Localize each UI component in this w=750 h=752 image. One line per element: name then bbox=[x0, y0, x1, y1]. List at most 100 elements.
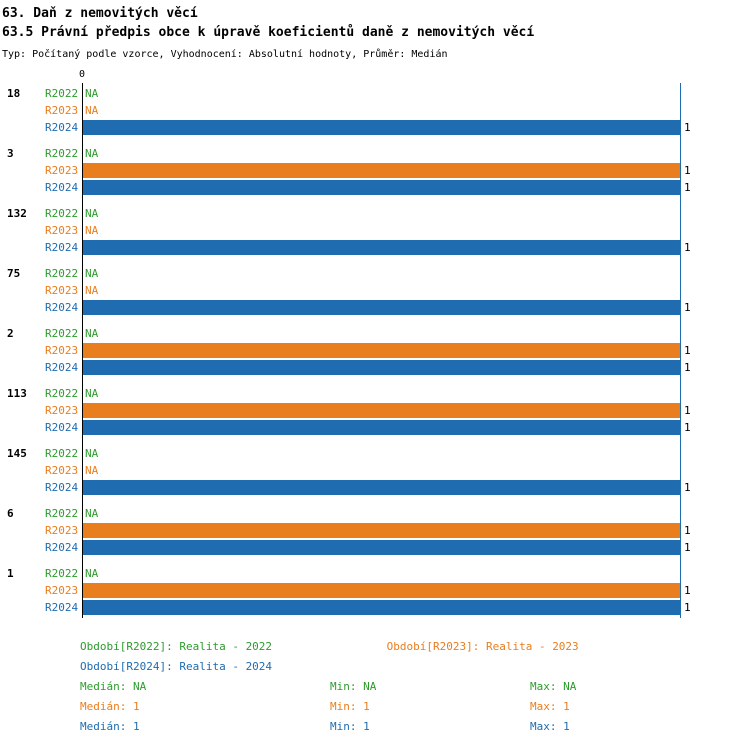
bar bbox=[82, 540, 680, 555]
legend: Období[R2022]: Realita - 2022 Období[R20… bbox=[80, 637, 750, 737]
na-value: NA bbox=[85, 87, 99, 100]
stat-max-r2022: Max: NA bbox=[530, 680, 577, 693]
bar bbox=[82, 420, 680, 435]
legend-row: Období[R2022]: Realita - 2022 Období[R20… bbox=[80, 637, 750, 657]
page-subtitle: 63.5 Právní předpis obce k úpravě koefic… bbox=[2, 25, 535, 40]
bar-row: R2024 1 bbox=[45, 539, 750, 556]
series-label: R2024 bbox=[45, 541, 79, 554]
series-label: R2023 bbox=[45, 104, 79, 117]
bar bbox=[82, 583, 680, 598]
series-label: R2023 bbox=[45, 344, 79, 357]
series-label: R2023 bbox=[45, 464, 79, 477]
series-label: R2023 bbox=[45, 164, 79, 177]
bar bbox=[82, 163, 680, 178]
bar-row: R2022 NA bbox=[45, 85, 750, 102]
stat-min-r2023: Min: 1 bbox=[330, 700, 370, 713]
max-gridline bbox=[680, 83, 681, 618]
bar-row: R2023 1 bbox=[45, 342, 750, 359]
bar-row: R2023 NA bbox=[45, 462, 750, 479]
bar bbox=[82, 523, 680, 538]
na-value: NA bbox=[85, 267, 99, 280]
bar-row: R2022 NA bbox=[45, 145, 750, 162]
bar-value: 1 bbox=[684, 404, 691, 417]
bar-row: R2023 1 bbox=[45, 522, 750, 539]
bar-row: R2024 1 bbox=[45, 359, 750, 376]
bar-row: R2024 1 bbox=[45, 419, 750, 436]
group-label: 3 bbox=[7, 147, 14, 160]
series-label: R2024 bbox=[45, 481, 79, 494]
series-label: R2024 bbox=[45, 301, 79, 314]
bar-group: 6 R2022 NA R2023 1 R2024 1 bbox=[0, 505, 750, 556]
bar-row: R2023 NA bbox=[45, 102, 750, 119]
bar-row: R2022 NA bbox=[45, 385, 750, 402]
stat-median-r2023: Medián: 1 bbox=[80, 700, 140, 713]
bar-row: R2023 1 bbox=[45, 582, 750, 599]
series-label: R2022 bbox=[45, 87, 79, 100]
bar-value: 1 bbox=[684, 601, 691, 614]
na-value: NA bbox=[85, 327, 99, 340]
bar-row: R2022 NA bbox=[45, 445, 750, 462]
bar-value: 1 bbox=[684, 584, 691, 597]
bar-value: 1 bbox=[684, 241, 691, 254]
bar-value: 1 bbox=[684, 301, 691, 314]
legend-item-r2023: Období[R2023]: Realita - 2023 bbox=[386, 640, 579, 653]
stats-row-r2023: Medián: 1 Min: 1 Max: 1 bbox=[80, 697, 750, 717]
series-label: R2023 bbox=[45, 284, 79, 297]
na-value: NA bbox=[85, 464, 99, 477]
bar-group: 75 R2022 NA R2023 NA R2024 1 bbox=[0, 265, 750, 316]
bar-row: R2023 1 bbox=[45, 162, 750, 179]
bar-value: 1 bbox=[684, 164, 691, 177]
bar-row: R2022 NA bbox=[45, 265, 750, 282]
na-value: NA bbox=[85, 507, 99, 520]
series-label: R2022 bbox=[45, 207, 79, 220]
na-value: NA bbox=[85, 447, 99, 460]
na-value: NA bbox=[85, 284, 99, 297]
group-label: 113 bbox=[7, 387, 27, 400]
na-value: NA bbox=[85, 387, 99, 400]
bar-row: R2024 1 bbox=[45, 179, 750, 196]
group-label: 132 bbox=[7, 207, 27, 220]
bar-row: R2023 1 bbox=[45, 402, 750, 419]
group-label: 18 bbox=[7, 87, 21, 100]
bar-row: R2022 NA bbox=[45, 505, 750, 522]
bar-row: R2024 1 bbox=[45, 239, 750, 256]
na-value: NA bbox=[85, 207, 99, 220]
chart-header: 63. Daň z nemovitých věcí 63.5 Právní př… bbox=[0, 0, 750, 60]
na-value: NA bbox=[85, 104, 99, 117]
page-title: 63. Daň z nemovitých věcí bbox=[2, 6, 198, 21]
bar bbox=[82, 343, 680, 358]
bar-row: R2024 1 bbox=[45, 479, 750, 496]
stat-median-r2024: Medián: 1 bbox=[80, 720, 140, 733]
bar bbox=[82, 360, 680, 375]
legend-row: Období[R2024]: Realita - 2024 bbox=[80, 657, 750, 677]
bar-row: R2023 NA bbox=[45, 222, 750, 239]
stats-row-r2024: Medián: 1 Min: 1 Max: 1 bbox=[80, 717, 750, 737]
bar bbox=[82, 240, 680, 255]
bar bbox=[82, 403, 680, 418]
series-label: R2022 bbox=[45, 447, 79, 460]
bar bbox=[82, 600, 680, 615]
bar-value: 1 bbox=[684, 481, 691, 494]
x-axis-tick-0: 0 bbox=[78, 69, 86, 80]
series-label: R2022 bbox=[45, 327, 79, 340]
bar bbox=[82, 180, 680, 195]
series-label: R2024 bbox=[45, 181, 79, 194]
bar-row: R2022 NA bbox=[45, 205, 750, 222]
na-value: NA bbox=[85, 224, 99, 237]
na-value: NA bbox=[85, 147, 99, 160]
bar bbox=[82, 300, 680, 315]
stat-max-r2024: Max: 1 bbox=[530, 720, 570, 733]
bar-group: 132 R2022 NA R2023 NA R2024 1 bbox=[0, 205, 750, 256]
series-label: R2023 bbox=[45, 524, 79, 537]
stat-median-r2022: Medián: NA bbox=[80, 680, 147, 693]
series-label: R2023 bbox=[45, 584, 79, 597]
group-label: 75 bbox=[7, 267, 21, 280]
bar-group: 3 R2022 NA R2023 1 R2024 1 bbox=[0, 145, 750, 196]
bar-value: 1 bbox=[684, 344, 691, 357]
bar-value: 1 bbox=[684, 524, 691, 537]
group-label: 145 bbox=[7, 447, 27, 460]
bar-value: 1 bbox=[684, 421, 691, 434]
bar-value: 1 bbox=[684, 121, 691, 134]
bar-value: 1 bbox=[684, 181, 691, 194]
bar-group: 18 R2022 NA R2023 NA R2024 1 bbox=[0, 85, 750, 136]
